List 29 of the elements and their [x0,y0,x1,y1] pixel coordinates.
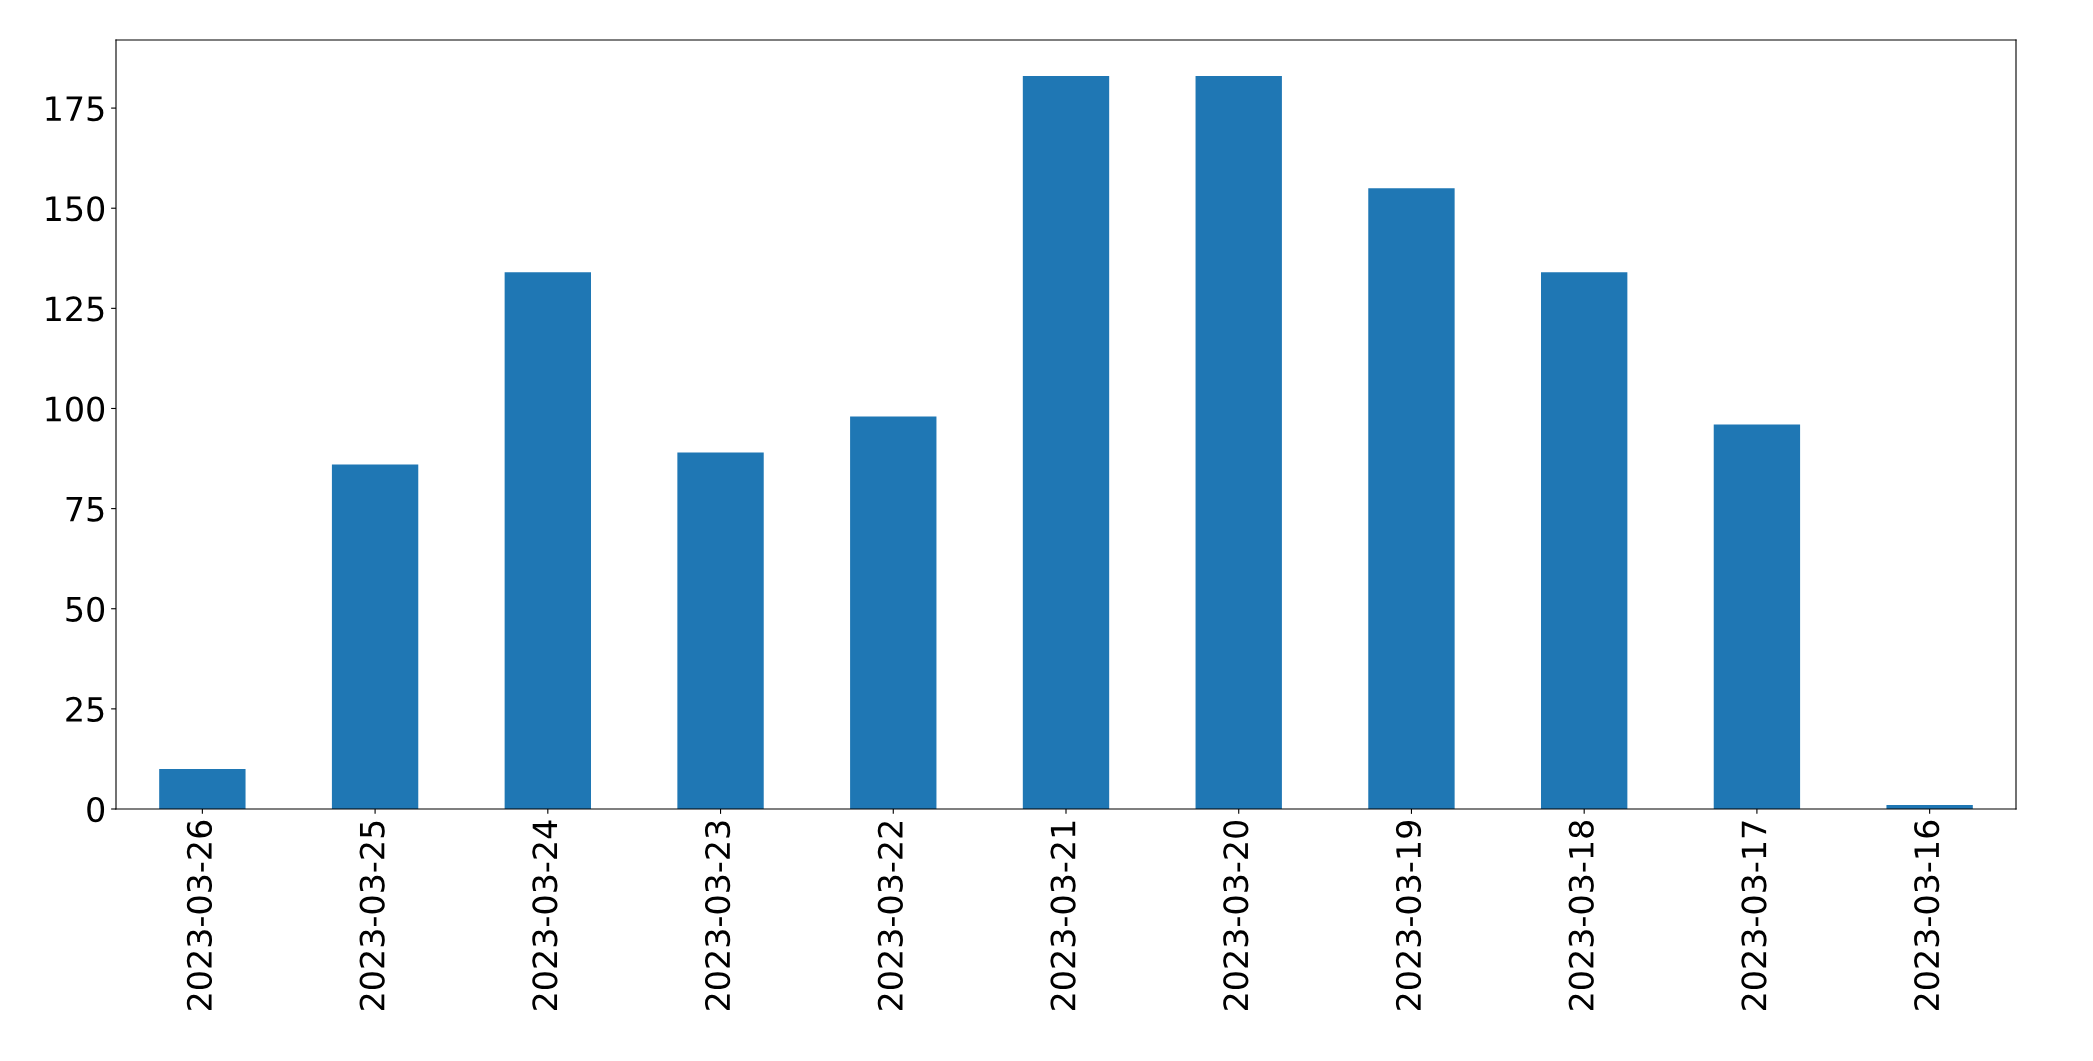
x-tick-label: 2023-03-25 [359,821,385,1010]
x-tick-label: 2023-03-22 [877,822,903,1010]
x-tick-label: 2023-03-23 [705,821,731,1010]
x-tick-label: 2023-03-21 [1050,821,1076,1010]
x-tick-label: 2023-03-24 [532,820,558,1010]
y-tick-label: 100 [46,396,105,422]
x-tick-label: 2023-03-19 [1395,821,1422,1010]
y-tick-label: 75 [66,496,104,522]
bar [677,452,764,809]
x-tick-label: 2023-03-16 [1914,820,1940,1010]
x-tick-label: 2023-03-17 [1741,821,1767,1010]
y-tick-label: 25 [66,696,104,723]
y-tick-label: 0 [87,796,105,823]
bar [850,416,937,809]
x-tick-label: 2023-03-20 [1223,820,1249,1010]
y-tick-label: 150 [46,196,105,222]
bar [159,768,246,809]
y-tick-label: 175 [46,96,104,122]
x-tick-label: 2023-03-18 [1568,821,1594,1010]
bar [1368,188,1455,809]
bar [1541,272,1628,809]
y-tick-label: 50 [66,596,105,622]
bar [1022,76,1110,809]
bar [331,464,419,809]
bar [504,272,591,809]
x-tick-label: 2023-03-26 [186,820,213,1010]
y-tick-label: 125 [46,296,104,322]
bar [1713,424,1801,809]
bar [1195,76,1282,809]
